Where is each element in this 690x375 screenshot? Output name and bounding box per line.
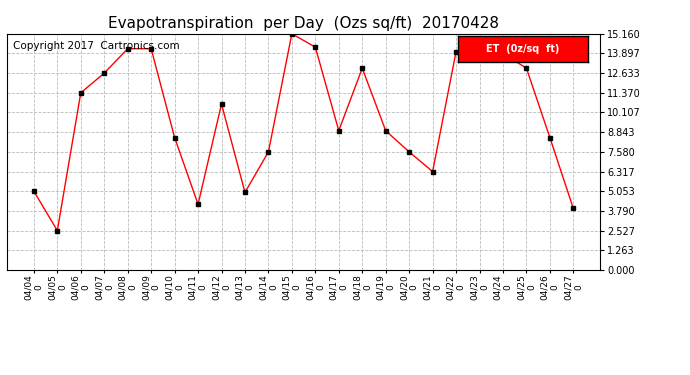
Text: Copyright 2017  Cartronics.com: Copyright 2017 Cartronics.com — [13, 41, 179, 51]
Title: Evapotranspiration  per Day  (Ozs sq/ft)  20170428: Evapotranspiration per Day (Ozs sq/ft) 2… — [108, 16, 499, 31]
